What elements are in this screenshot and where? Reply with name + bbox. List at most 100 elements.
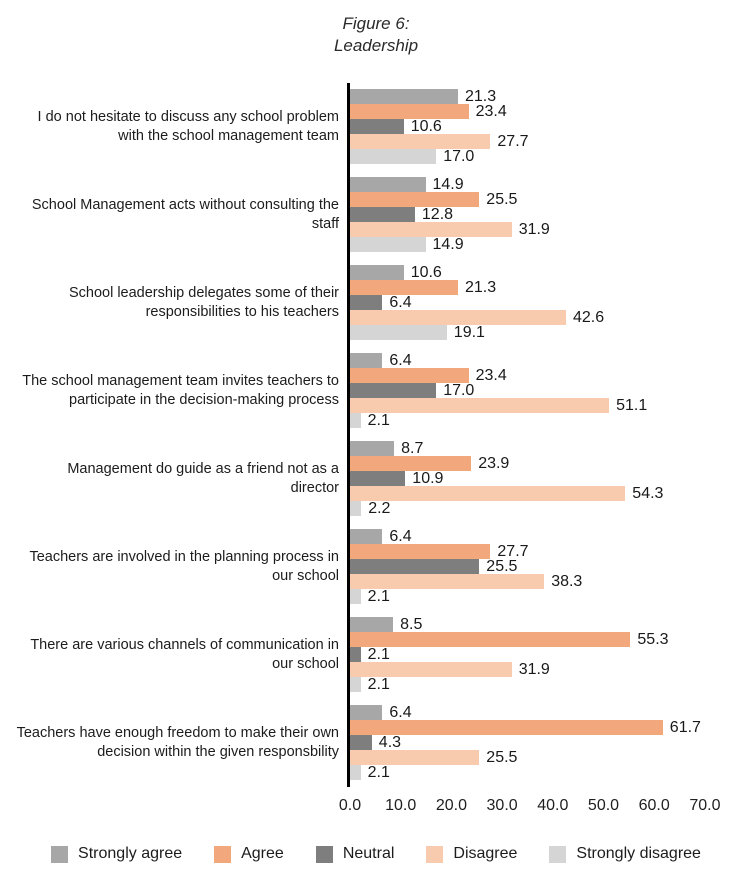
bar-value-label: 51.1: [616, 397, 648, 414]
bar-agree: [350, 368, 469, 383]
x-axis-tick-50.0: 50.0: [587, 797, 620, 814]
bar-value-label: 38.3: [551, 573, 583, 590]
legend-label-strongly-disagree: Strongly disagree: [576, 845, 701, 862]
bar-value-label: 4.3: [378, 734, 402, 751]
x-axis-tick-30.0: 30.0: [486, 797, 518, 814]
bar-row: 25.5: [350, 558, 752, 575]
category-row-0: I do not hesitate to discuss any school …: [0, 83, 752, 171]
bar-row: 6.4: [350, 294, 752, 311]
bar-strongly-agree: [350, 353, 383, 368]
bar-row: 61.7: [350, 719, 752, 736]
bar-row: 23.4: [350, 368, 752, 384]
bar-value-label: 2.1: [367, 764, 390, 781]
bar-strongly-disagree: [350, 149, 437, 164]
bar-value-label: 2.2: [368, 500, 391, 517]
bar-neutral: [350, 471, 406, 486]
bar-value-label: 10.6: [410, 118, 442, 135]
category-label-2: School leadership delegates some of thei…: [68, 285, 339, 320]
category-row-4: Management do guide as a friend not as a…: [0, 435, 752, 523]
category-bars-6: 8.5 55.3 2.1 31.9 2.1: [347, 611, 752, 699]
bar-value-label: 21.3: [465, 88, 497, 105]
legend-label-neutral: Neutral: [342, 845, 395, 862]
bar-row: 31.9: [350, 222, 752, 238]
legend-item-agree: Agree: [214, 845, 284, 863]
bar-row: 10.9: [350, 471, 752, 487]
bar-disagree: [350, 486, 626, 501]
legend-item-strongly-agree: Strongly agree: [51, 845, 182, 863]
x-axis-ticks: 0.0 10.0 20.0 30.0 40.0 50.0 60.0 70.0: [339, 793, 752, 823]
bar-value-label: 21.3: [465, 279, 497, 296]
legend-label-disagree: Disagree: [453, 845, 518, 862]
bar-strongly-agree: [350, 89, 458, 104]
bar-neutral: [350, 647, 361, 662]
bar-strongly-agree: [350, 265, 404, 280]
bar-value-label: 6.4: [389, 294, 412, 311]
figure-title-line2: Leadership: [333, 36, 419, 55]
bar-row: 23.9: [350, 456, 752, 472]
bar-value-label: 2.1: [367, 646, 390, 663]
category-row-5: Teachers are involved in the planning pr…: [0, 523, 752, 611]
category-row-3: The school management team invites teach…: [0, 347, 752, 435]
bar-row: 2.1: [350, 677, 752, 693]
legend-swatch-neutral: [315, 845, 333, 863]
bar-strongly-agree: [350, 617, 394, 632]
bar-value-label: 25.5: [486, 558, 518, 575]
bar-agree: [350, 280, 458, 295]
bar-row: 27.7: [350, 543, 752, 560]
chart-rows: I do not hesitate to discuss any school …: [0, 83, 752, 787]
bar-row: 4.3: [350, 734, 752, 751]
category-bars-3: 6.4 23.4 17.0 51.1 2.1: [347, 347, 752, 435]
legend-item-disagree: Disagree: [426, 845, 517, 863]
bar-row: 10.6: [350, 118, 752, 135]
bar-neutral: [350, 295, 383, 310]
bar-neutral: [350, 383, 437, 398]
bar-row: 17.0: [350, 382, 752, 399]
x-axis: 0.0 10.0 20.0 30.0 40.0 50.0 60.0 70.0: [0, 793, 752, 823]
bar-chart: I do not hesitate to discuss any school …: [0, 83, 752, 823]
x-axis-tick-0.0: 0.0: [338, 797, 362, 814]
bar-agree: [350, 720, 663, 735]
legend-swatch-strongly-agree: [51, 845, 69, 863]
bar-row: 42.6: [350, 310, 752, 326]
bar-row: 14.9: [350, 236, 752, 253]
bar-value-label: 23.4: [475, 103, 507, 120]
bar-row: 12.8: [350, 207, 752, 223]
bar-disagree: [350, 574, 545, 589]
legend-item-strongly-disagree: Strongly disagree: [549, 845, 701, 863]
bar-row: 2.1: [350, 646, 752, 663]
category-bars-5: 6.4 27.7 25.5 38.3 2.1: [347, 523, 752, 611]
bar-strongly-agree: [350, 705, 383, 720]
bar-row: 2.1: [350, 764, 752, 781]
bar-agree: [350, 456, 472, 471]
bar-value-label: 14.9: [432, 236, 464, 253]
legend-swatch-strongly-disagree: [549, 845, 567, 863]
category-bars-4: 8.7 23.9 10.9 54.3 2.2: [347, 435, 752, 523]
bar-row: 54.3: [350, 486, 752, 502]
bar-value-label: 14.9: [432, 176, 464, 193]
bar-value-label: 19.1: [453, 324, 485, 341]
bar-row: 25.5: [350, 191, 752, 208]
bar-value-label: 6.4: [389, 704, 412, 721]
figure-title: Figure 6: Leadership: [0, 0, 752, 57]
legend-swatch-agree: [214, 845, 232, 863]
bar-neutral: [350, 559, 480, 574]
bar-strongly-disagree: [350, 677, 361, 692]
bar-row: 25.5: [350, 750, 752, 766]
bar-strongly-agree: [350, 441, 395, 456]
bar-row: 31.9: [350, 662, 752, 678]
bar-row: 27.7: [350, 134, 752, 150]
category-label-5: Teachers are involved in the planning pr…: [29, 549, 339, 584]
bar-row: 19.1: [350, 324, 752, 341]
bar-strongly-agree: [350, 529, 383, 544]
chart-legend: Strongly agree Agree Neutral Disagree Strong…: [0, 845, 752, 863]
category-label-0: I do not hesitate to discuss any school …: [37, 109, 339, 144]
bar-value-label: 27.7: [497, 543, 529, 560]
bar-strongly-disagree: [350, 589, 361, 604]
x-axis-tick-40.0: 40.0: [537, 797, 569, 814]
bar-value-label: 61.7: [669, 719, 701, 736]
bar-value-label: 25.5: [486, 191, 518, 208]
bar-row: 38.3: [350, 573, 752, 590]
category-bars-2: 10.6 21.3 6.4 42.6 19.1: [347, 259, 752, 347]
bar-value-label: 17.0: [443, 382, 475, 399]
category-row-6: There are various channels of communicat…: [0, 611, 752, 699]
